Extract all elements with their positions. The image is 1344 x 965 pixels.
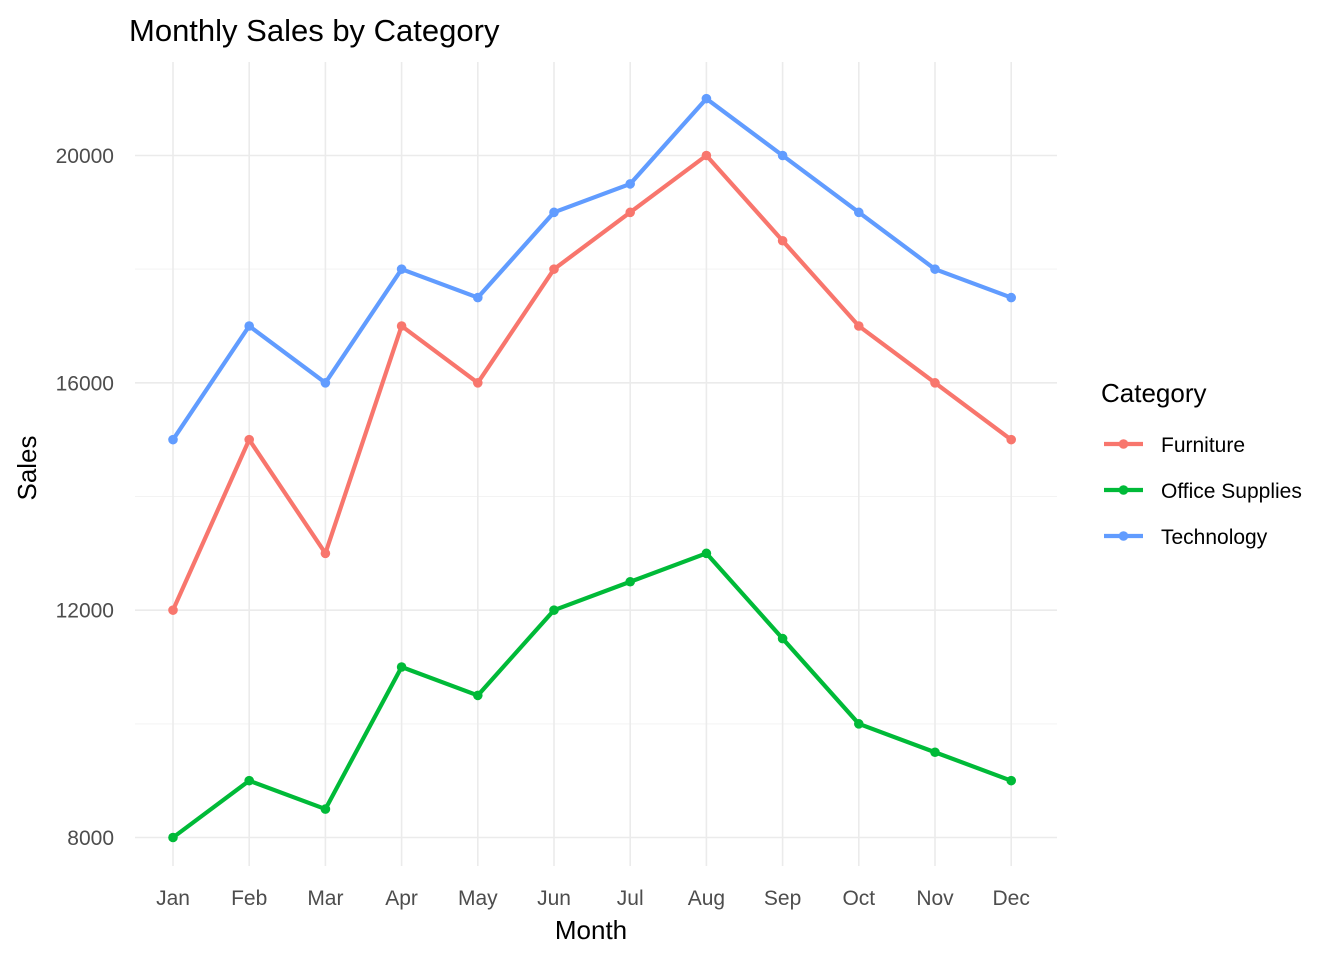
series-line-office-supplies [171,551,1012,840]
data-point-technology [168,434,178,445]
series-furniture [168,150,1016,615]
data-point-office-supplies [396,662,407,672]
legend-key-point [1118,485,1129,495]
x-tick-label: Jun [537,887,571,910]
data-point-office-supplies [549,605,559,615]
series-line-furniture [171,153,1013,612]
data-point-office-supplies [854,719,864,729]
legend-label: Furniture [1161,434,1245,457]
data-point-furniture [1006,434,1016,445]
legend-key-point [1118,531,1129,541]
x-tick-label: Jul [617,887,644,910]
legend-label: Office Supplies [1161,480,1302,503]
series-technology [168,93,1016,445]
data-point-office-supplies [168,832,178,843]
data-point-technology [701,93,712,104]
x-tick-label: Oct [842,887,875,910]
legend-label: Technology [1161,526,1268,549]
x-tick-label: Dec [993,887,1030,910]
data-point-technology [396,264,407,274]
y-axis: 8000 12000 16000 20000 [56,145,114,850]
data-point-office-supplies [1006,775,1016,786]
x-tick-label: Mar [307,887,343,910]
data-point-office-supplies [930,747,940,758]
data-point-furniture [396,321,407,331]
x-tick-label: Apr [385,887,418,910]
legend-item-office-supplies: Office Supplies [1104,480,1302,503]
legend-title: Category [1101,378,1207,408]
y-axis-title: Sales [12,435,42,500]
data-point-technology [625,179,635,189]
data-point-office-supplies [701,548,712,559]
grid [135,62,1057,866]
x-tick-label: Jan [156,887,190,910]
y-tick-label: 20000 [56,145,114,168]
x-axis-title: Month [555,915,627,945]
data-point-furniture [777,235,788,246]
data-point-furniture [244,434,254,445]
data-point-technology [473,292,483,303]
x-tick-label: Sep [764,887,801,910]
legend-key-point [1118,439,1129,449]
data-point-office-supplies [625,576,635,587]
data-point-furniture [625,207,635,218]
data-point-furniture [549,264,559,274]
data-point-furniture [473,378,483,388]
data-point-technology [549,207,559,218]
data-point-furniture [701,150,712,161]
x-axis: Jan Feb Mar Apr May Jun Jul Aug Sep Oct Nov Dec [156,887,1030,910]
data-point-furniture [854,321,864,331]
chart-title: Monthly Sales by Category [129,13,500,48]
x-tick-label: May [458,887,498,910]
series-line-technology [171,96,1012,441]
data-point-technology [1006,292,1016,303]
y-tick-label: 8000 [67,827,114,850]
data-point-office-supplies [777,633,788,644]
x-tick-label: Feb [231,887,267,910]
data-point-technology [244,321,254,331]
data-point-technology [777,150,788,161]
data-point-office-supplies [244,775,254,786]
series-office-supplies [168,548,1016,843]
x-tick-label: Aug [688,887,725,910]
data-point-technology [320,378,331,388]
data-point-furniture [168,605,178,615]
data-point-furniture [320,548,331,559]
y-tick-label: 16000 [56,372,114,395]
legend-item-technology: Technology [1104,526,1268,549]
legend: Category Furniture Office Supplies Technol… [1101,378,1302,549]
data-point-office-supplies [473,690,483,701]
data-point-technology [854,207,864,218]
data-point-technology [930,264,940,274]
x-tick-label: Nov [916,887,954,910]
y-tick-label: 12000 [56,600,114,623]
data-point-furniture [930,378,940,388]
series-lines [168,93,1016,843]
legend-item-furniture: Furniture [1104,434,1245,457]
data-point-office-supplies [320,804,331,814]
